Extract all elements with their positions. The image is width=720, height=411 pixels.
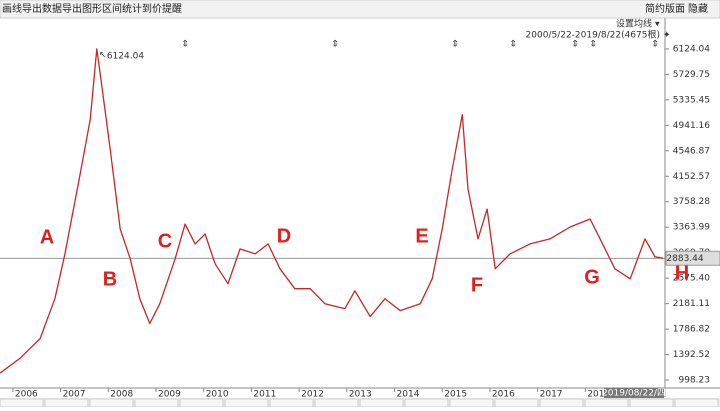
tab[interactable]: [179, 398, 224, 408]
x-tick-label: 2014: [397, 390, 420, 400]
y-tick-label: 3758.28: [673, 197, 710, 207]
tab[interactable]: [629, 398, 674, 408]
toolbar-button[interactable]: 画线: [2, 2, 22, 15]
toolbar: [0, 0, 720, 19]
price-line: [0, 48, 664, 374]
date-box: [604, 388, 664, 398]
event-marker: ⇕: [331, 40, 339, 50]
tab[interactable]: [584, 398, 629, 408]
dropdown-arrow: ▾: [655, 20, 660, 30]
toolbar-button[interactable]: 区间统计: [102, 2, 142, 15]
annotation-letter: G: [584, 266, 600, 288]
y-tick-label: 4546.87: [673, 146, 710, 156]
y-tick-label: 2181.11: [673, 299, 710, 309]
event-marker: ⇕: [181, 40, 189, 50]
pin-icon: ✦: [663, 31, 671, 41]
toolbar-items: 画线 导出数据 导出图形 区间统计 到价提醒 简约版面 隐藏: [2, 2, 708, 15]
last-price-label: 2883.44: [666, 254, 703, 264]
x-tick-label: 2007: [63, 390, 86, 400]
y-tick-label: 6124.04: [673, 44, 710, 54]
y-tick-label: 2575.40: [673, 274, 710, 284]
toolbar-button[interactable]: 导出数据: [22, 2, 62, 15]
tab[interactable]: [359, 398, 404, 408]
x-tick-label: 2017: [540, 390, 563, 400]
toolbar-button[interactable]: 到价提醒: [142, 3, 182, 15]
event-marker: ⇕: [571, 40, 579, 50]
y-tick-label: 5335.45: [673, 95, 710, 105]
x-tick-label: 2013: [349, 390, 372, 400]
tab[interactable]: [674, 398, 719, 408]
tab[interactable]: [0, 398, 44, 408]
event-marker: ⇕: [651, 40, 659, 50]
annotation-letter: C: [158, 230, 172, 252]
y-tick-label: 3363.99: [673, 223, 710, 233]
event-marker: ⇕: [451, 40, 459, 50]
event-marker: ⇕: [589, 40, 597, 50]
annotation-letter: E: [415, 225, 428, 247]
ma-settings[interactable]: 设置均线: [616, 18, 652, 30]
x-tick-label: 2011: [253, 390, 276, 400]
annotation-letter: D: [277, 225, 291, 247]
y-tick-label: 5729.75: [673, 70, 710, 80]
peak-arrow: ↖: [99, 50, 107, 60]
tab[interactable]: [134, 398, 179, 408]
tab[interactable]: [494, 398, 539, 408]
x-tick-label: 2006: [15, 390, 38, 400]
tab[interactable]: [449, 398, 494, 408]
event-marker: ⇕: [509, 40, 517, 50]
toolbar-button[interactable]: 简约版面: [645, 2, 685, 15]
y-tick-label: 4941.16: [673, 121, 710, 131]
annotation-letter: H: [675, 262, 689, 284]
x-tick-label: 2012: [301, 390, 324, 400]
x-tick-label: 2008: [110, 390, 133, 400]
y-tick-label: 1786.82: [673, 325, 710, 335]
toolbar-button[interactable]: 导出图形: [62, 2, 102, 15]
tab[interactable]: [224, 398, 269, 408]
tab[interactable]: [539, 398, 584, 408]
tab[interactable]: [44, 398, 89, 408]
date-label: 2019/08/22/四: [602, 389, 666, 399]
last-price-box: [665, 250, 720, 266]
toolbar-button[interactable]: 隐藏: [688, 3, 708, 15]
x-tick-label: 2018: [587, 390, 610, 400]
annotation-letter: A: [40, 226, 54, 248]
tab[interactable]: [314, 398, 359, 408]
peak-label: 6124.04: [107, 51, 144, 61]
y-tick-label: 1392.52: [673, 350, 710, 360]
tab[interactable]: [404, 398, 449, 408]
annotation-letter: F: [471, 274, 483, 296]
y-tick-label: 4152.57: [673, 172, 710, 182]
range-label: 2000/5/22-2019/8/22(4675根): [526, 29, 660, 41]
x-tick-label: 2015: [444, 390, 467, 400]
annotation-letter: B: [103, 268, 117, 290]
x-tick-label: 2016: [492, 390, 515, 400]
tab[interactable]: [89, 398, 134, 408]
tab[interactable]: [269, 398, 314, 408]
x-tick-label: 2009: [158, 390, 181, 400]
x-tick-label: 2010: [206, 390, 229, 400]
y-tick-label: 998.23: [679, 376, 711, 386]
